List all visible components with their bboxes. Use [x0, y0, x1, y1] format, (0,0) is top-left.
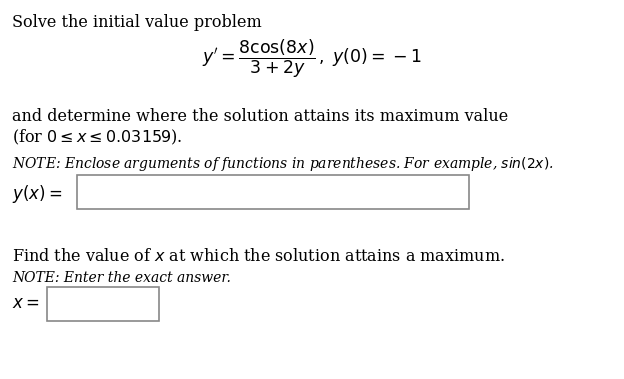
Text: Find the value of $x$ at which the solution attains a maximum.: Find the value of $x$ at which the solut…	[12, 248, 505, 265]
FancyBboxPatch shape	[47, 287, 159, 321]
Text: NOTE: Enclose arguments of functions in parentheses. For example, $sin(2x)$.: NOTE: Enclose arguments of functions in …	[12, 155, 553, 173]
Text: NOTE: Enter the exact answer.: NOTE: Enter the exact answer.	[12, 271, 231, 285]
Text: (for $0 \leq x \leq 0.03159$).: (for $0 \leq x \leq 0.03159$).	[12, 128, 183, 147]
Text: $y(x) =$: $y(x) =$	[12, 183, 62, 205]
Text: $x =$: $x =$	[12, 295, 40, 312]
Text: and determine where the solution attains its maximum value: and determine where the solution attains…	[12, 108, 509, 125]
Text: Solve the initial value problem: Solve the initial value problem	[12, 14, 261, 31]
FancyBboxPatch shape	[77, 175, 469, 209]
Text: $y' = \dfrac{8\cos(8x)}{3 + 2y}$$\,,\;y(0) = -1$: $y' = \dfrac{8\cos(8x)}{3 + 2y}$$\,,\;y(…	[202, 38, 422, 80]
